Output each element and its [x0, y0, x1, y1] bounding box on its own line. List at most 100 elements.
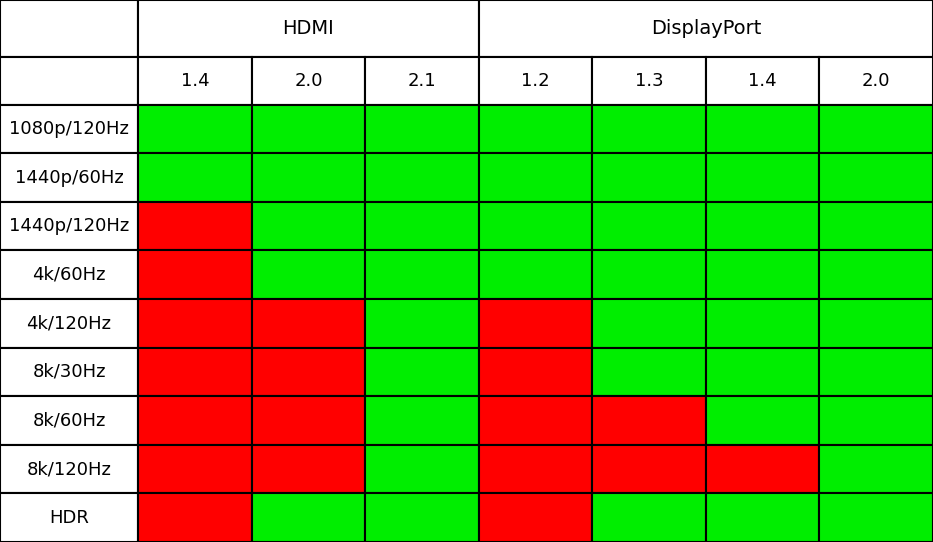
Bar — [592, 347, 706, 396]
Bar — [706, 153, 819, 202]
Bar — [252, 493, 365, 542]
Bar — [706, 250, 819, 299]
Bar — [252, 445, 365, 493]
Bar — [252, 250, 365, 299]
Text: 1.3: 1.3 — [634, 72, 663, 90]
Bar — [365, 493, 479, 542]
Bar — [365, 250, 479, 299]
Bar — [479, 57, 592, 105]
Bar — [365, 299, 479, 347]
Bar — [138, 153, 252, 202]
Bar — [819, 396, 933, 445]
Bar — [138, 57, 252, 105]
Text: 4k/120Hz: 4k/120Hz — [26, 314, 112, 332]
Bar — [252, 299, 365, 347]
Bar — [592, 396, 706, 445]
Text: 1.4: 1.4 — [748, 72, 777, 90]
Text: 8k/30Hz: 8k/30Hz — [33, 363, 105, 381]
Bar — [592, 202, 706, 250]
Bar — [706, 445, 819, 493]
Bar — [252, 57, 365, 105]
Bar — [819, 105, 933, 153]
Bar — [138, 445, 252, 493]
Bar — [252, 153, 365, 202]
Text: DisplayPort: DisplayPort — [650, 19, 761, 38]
Bar — [819, 493, 933, 542]
Bar — [592, 250, 706, 299]
Text: 8k/60Hz: 8k/60Hz — [33, 411, 105, 429]
Text: 1.4: 1.4 — [181, 72, 209, 90]
Bar — [0, 57, 138, 105]
Text: 8k/120Hz: 8k/120Hz — [27, 460, 111, 478]
Bar — [592, 105, 706, 153]
Bar — [0, 299, 138, 347]
Bar — [479, 153, 592, 202]
Bar — [706, 299, 819, 347]
Bar — [0, 445, 138, 493]
Bar — [365, 396, 479, 445]
Text: 1440p/60Hz: 1440p/60Hz — [15, 169, 123, 186]
Bar — [138, 493, 252, 542]
Text: 1080p/120Hz: 1080p/120Hz — [9, 120, 129, 138]
Bar — [479, 105, 592, 153]
Bar — [0, 493, 138, 542]
Bar — [252, 396, 365, 445]
Bar — [706, 347, 819, 396]
Bar — [365, 153, 479, 202]
Bar — [479, 396, 592, 445]
Bar — [138, 0, 479, 57]
Bar — [479, 445, 592, 493]
Bar — [706, 396, 819, 445]
Bar — [138, 250, 252, 299]
Bar — [0, 105, 138, 153]
Bar — [0, 250, 138, 299]
Bar — [0, 153, 138, 202]
Bar — [819, 153, 933, 202]
Text: HDMI: HDMI — [283, 19, 334, 38]
Bar — [819, 299, 933, 347]
Bar — [592, 299, 706, 347]
Bar — [138, 396, 252, 445]
Bar — [252, 105, 365, 153]
Text: HDR: HDR — [49, 509, 89, 527]
Bar — [706, 57, 819, 105]
Bar — [479, 250, 592, 299]
Text: 2.1: 2.1 — [408, 72, 437, 90]
Bar — [138, 299, 252, 347]
Bar — [479, 347, 592, 396]
Bar — [138, 347, 252, 396]
Bar — [706, 202, 819, 250]
Bar — [479, 299, 592, 347]
Bar — [706, 493, 819, 542]
Bar — [252, 202, 365, 250]
Bar — [819, 250, 933, 299]
Bar — [365, 57, 479, 105]
Bar — [365, 445, 479, 493]
Bar — [592, 153, 706, 202]
Text: 4k/60Hz: 4k/60Hz — [33, 266, 105, 283]
Bar — [365, 347, 479, 396]
Bar — [819, 347, 933, 396]
Bar — [479, 202, 592, 250]
Bar — [138, 202, 252, 250]
Bar — [592, 57, 706, 105]
Bar — [819, 202, 933, 250]
Bar — [592, 493, 706, 542]
Bar — [0, 396, 138, 445]
Text: 2.0: 2.0 — [862, 72, 890, 90]
Text: 2.0: 2.0 — [294, 72, 323, 90]
Bar — [365, 202, 479, 250]
Bar — [479, 0, 933, 57]
Text: 1.2: 1.2 — [522, 72, 550, 90]
Bar — [479, 493, 592, 542]
Bar — [138, 105, 252, 153]
Bar — [0, 202, 138, 250]
Bar — [819, 57, 933, 105]
Text: 1440p/120Hz: 1440p/120Hz — [9, 217, 129, 235]
Bar — [819, 445, 933, 493]
Bar — [252, 347, 365, 396]
Bar — [706, 105, 819, 153]
Bar — [592, 445, 706, 493]
Bar — [0, 0, 138, 57]
Bar — [365, 105, 479, 153]
